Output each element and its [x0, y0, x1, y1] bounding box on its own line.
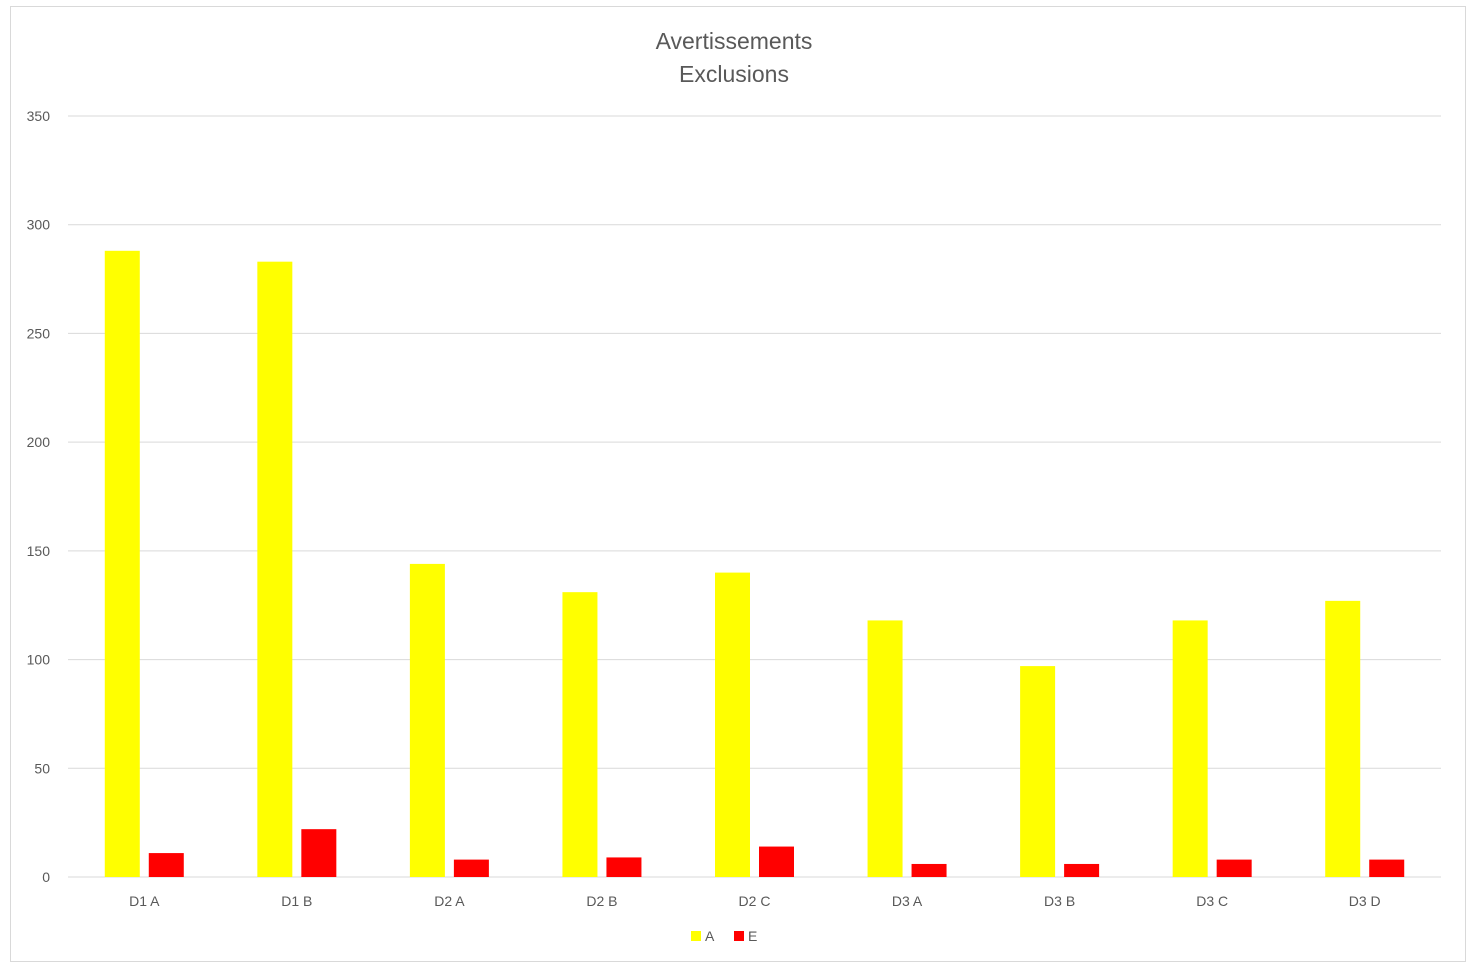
y-tick-label: 100 — [27, 652, 51, 668]
bar-A-D3-D — [1325, 600, 1361, 877]
legend-swatch-A — [691, 931, 701, 941]
y-tick-label: 250 — [27, 325, 51, 341]
y-tick-label: 200 — [27, 434, 51, 450]
bar-E-D2-A — [453, 859, 489, 877]
bar-A-D2-B — [562, 592, 598, 877]
x-tick-label: D3 B — [1044, 893, 1075, 909]
bar-E-D3-C — [1216, 859, 1252, 877]
bar-A-D3-C — [1172, 620, 1208, 877]
bar-E-D3-B — [1064, 863, 1100, 877]
legend-label: A — [705, 928, 715, 944]
bar-A-D2-C — [715, 572, 750, 877]
bar-A-D1-B — [257, 261, 293, 878]
bar-A-D2-A — [409, 563, 445, 877]
chart-subtitle: Exclusions — [679, 61, 789, 87]
x-tick-label: D1 A — [129, 893, 160, 909]
bar-A-D3-B — [1020, 666, 1056, 877]
x-tick-label: D3 D — [1349, 893, 1381, 909]
bar-A-D1-A — [104, 250, 140, 877]
chart-title: Avertissements — [655, 28, 813, 54]
bar-E-D1-A — [148, 853, 184, 877]
bar-E-D1-B — [301, 829, 337, 877]
x-axis: D1 A D1 B D2 A D2 B D2 C D3 A D3 B D3 C D3 D — [129, 893, 1381, 909]
x-tick-label: D1 B — [281, 893, 312, 909]
y-tick-label: 300 — [27, 217, 51, 233]
y-axis: 0 50 100 150 200 250 300 350 — [27, 108, 51, 885]
bar-E-D3-A — [911, 863, 947, 877]
x-tick-label: D2 C — [739, 893, 771, 909]
gridlines — [68, 115, 1441, 878]
bar-E-D2-B — [606, 857, 642, 877]
y-tick-label: 50 — [34, 760, 50, 776]
x-tick-label: D3 A — [892, 893, 923, 909]
legend-label: E — [748, 928, 757, 944]
x-tick-label: D3 C — [1196, 893, 1228, 909]
x-tick-label: D2 B — [586, 893, 617, 909]
legend-swatch-E — [734, 931, 744, 941]
y-tick-label: 0 — [42, 869, 50, 885]
bar-E-D2-C — [759, 846, 794, 877]
bar-A-D3-A — [867, 620, 903, 877]
bar-E-D3-D — [1369, 859, 1405, 877]
y-tick-label: 150 — [27, 543, 51, 559]
bars — [104, 250, 1405, 878]
x-tick-label: D2 A — [434, 893, 465, 909]
y-tick-label: 350 — [27, 108, 51, 124]
